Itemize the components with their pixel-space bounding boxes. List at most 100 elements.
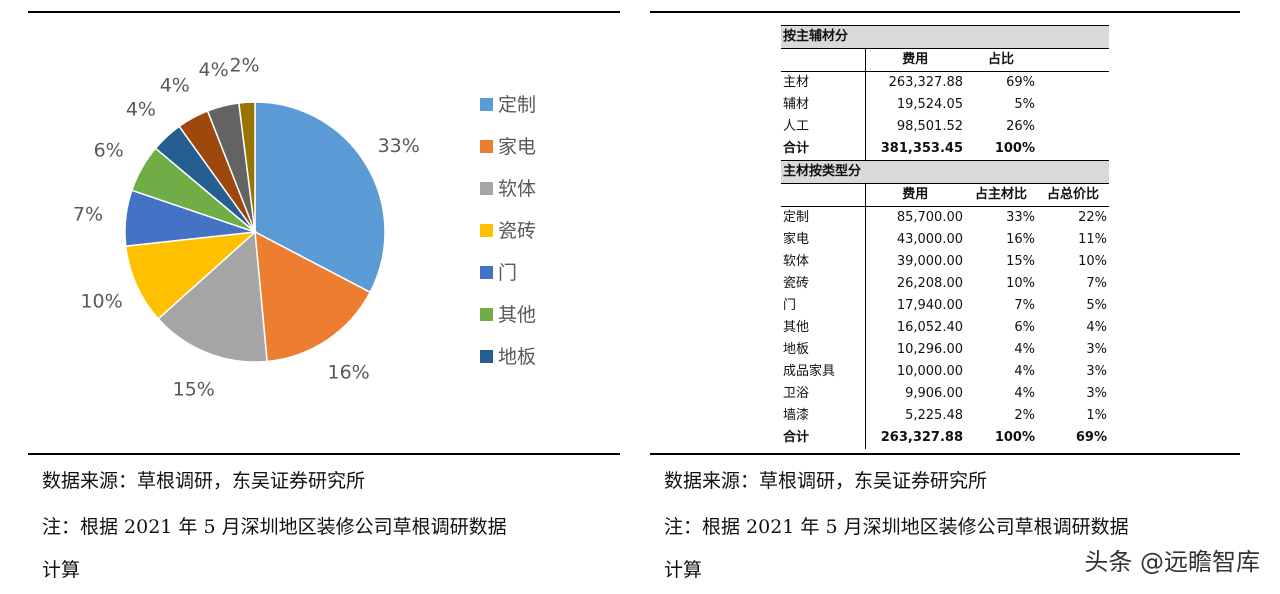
- table-cell: [1037, 138, 1109, 161]
- table-cell: 瓷砖: [781, 273, 866, 295]
- table-cell: 10,296.00: [896, 342, 963, 357]
- table-cell: 11%: [1078, 232, 1108, 247]
- table-section-header: 按主辅材分: [781, 25, 1110, 49]
- table-row: 成品家具 10,000.00 4% 3%: [781, 361, 1109, 383]
- table-cell: 主材: [781, 71, 866, 94]
- pie-slice-定制: [254, 101, 386, 294]
- table-row: 人工 98,501.52 26%: [781, 116, 1109, 138]
- table-cell: 7%: [1086, 276, 1108, 291]
- table-cell: 26,208.00: [896, 276, 963, 291]
- legend-label: 地板: [498, 346, 536, 368]
- table-cell: 4%: [1014, 342, 1035, 357]
- left-note-line1: 注：根据 2021 年 5 月深圳地区装修公司草根调研数据: [42, 516, 507, 538]
- right-top-rule: [650, 11, 1240, 13]
- table-cell: 合计: [781, 138, 866, 161]
- table-row: 辅材 19,524.05 5%: [781, 94, 1109, 116]
- right-bottom-rule: [650, 453, 1240, 455]
- table-cell: 软体: [781, 251, 866, 273]
- table-cell: 4%: [1086, 320, 1108, 335]
- pie-slices: [124, 101, 386, 363]
- legend-swatch: [480, 266, 493, 279]
- right-source-note: 数据来源：草根调研，东吴证券研究所: [664, 470, 988, 492]
- table-cell: 10%: [1006, 276, 1035, 291]
- table-cell: 5%: [1014, 97, 1035, 112]
- table-cell: 69%: [1075, 430, 1108, 445]
- left-bottom-rule: [28, 453, 620, 455]
- column-header: [781, 183, 866, 207]
- legend-swatch: [480, 140, 493, 153]
- pie-data-label: 7%: [73, 204, 103, 226]
- table-cell: 门: [781, 295, 866, 317]
- left-source-note: 数据来源：草根调研，东吴证券研究所: [42, 470, 366, 492]
- table-cell: 98,501.52: [896, 119, 963, 134]
- pie-data-label: 4%: [199, 59, 229, 81]
- table-column-header-row: 费用 占主材比 占总价比: [781, 183, 1110, 207]
- table-row: 卫浴 9,906.00 4% 3%: [781, 383, 1109, 405]
- table-cell: 39,000.00: [896, 254, 963, 269]
- table-cell: [1037, 116, 1109, 138]
- pie-labels: 33%16%15%10%7%6%4%4%4% 2%: [73, 54, 420, 400]
- table-cell: 人工: [781, 116, 866, 138]
- table-cell: 6%: [1014, 320, 1035, 335]
- table-cell: 9,906.00: [905, 386, 963, 401]
- legend-label: 其他: [498, 304, 536, 326]
- pie-slice-软体: [157, 230, 268, 363]
- table-cell: 成品家具: [781, 361, 866, 383]
- table-row: 地板 10,296.00 4% 3%: [781, 339, 1109, 361]
- column-header: 占总价比: [1037, 183, 1110, 207]
- table-cell: 4%: [1014, 386, 1035, 401]
- table-cell: 2%: [1014, 408, 1035, 423]
- table-cell: 墙漆: [781, 405, 866, 427]
- table-row: 门 17,940.00 7% 5%: [781, 295, 1109, 317]
- pie-data-label: 4%: [160, 74, 190, 96]
- table-cell: 定制: [781, 206, 866, 229]
- left-top-rule: [28, 11, 620, 13]
- table-cell: 地板: [781, 339, 866, 361]
- legend-label: 家电: [498, 136, 536, 158]
- table-total-row: 合计 263,327.88 100% 69%: [781, 427, 1109, 449]
- column-header: 占主材比: [965, 183, 1037, 207]
- table-row: 主材 263,327.88 69%: [781, 71, 1109, 95]
- table-row: 墙漆 5,225.48 2% 1%: [781, 405, 1109, 427]
- table-cell: 10%: [1078, 254, 1108, 269]
- cost-table-container: 按主辅材分 费用 占比 主材 263,327.88 69% 辅材 19,524.05 5% 人工 9…: [781, 25, 1110, 449]
- legend-label: 软体: [498, 178, 536, 200]
- pie-data-label: 10%: [80, 290, 122, 312]
- table-cell: 85,700.00: [896, 210, 963, 225]
- table-cell: [1037, 94, 1109, 116]
- table-cell: 卫浴: [781, 383, 866, 405]
- right-note-line1: 注：根据 2021 年 5 月深圳地区装修公司草根调研数据: [664, 516, 1129, 538]
- table-cell: 其他: [781, 317, 866, 339]
- table-cell: 15%: [1006, 254, 1035, 269]
- table-cell: 10,000.00: [896, 364, 963, 379]
- table-cell: 3%: [1086, 386, 1108, 401]
- legend-label: 瓷砖: [498, 220, 536, 242]
- table-cell: 263,327.88: [880, 430, 963, 445]
- cost-table: 按主辅材分 费用 占比 主材 263,327.88 69% 辅材 19,524.05 5% 人工 9…: [781, 25, 1110, 449]
- table-row: 其他 16,052.40 6% 4%: [781, 317, 1109, 339]
- table-cell: 家电: [781, 229, 866, 251]
- table-cell: 5,225.48: [905, 408, 963, 423]
- column-header: [1037, 48, 1110, 72]
- legend-label: 门: [498, 262, 517, 284]
- table-cell: [1037, 72, 1109, 95]
- table-row: 家电 43,000.00 16% 11%: [781, 229, 1109, 251]
- legend-swatch: [480, 182, 493, 195]
- table-cell: 合计: [781, 427, 866, 449]
- table-cell: 4%: [1014, 364, 1035, 379]
- column-header: [781, 48, 866, 72]
- table-row: 瓷砖 26,208.00 10% 7%: [781, 273, 1109, 295]
- table-cell: 100%: [994, 430, 1035, 445]
- table-row: 软体 39,000.00 15% 10%: [781, 251, 1109, 273]
- pie-slice-瓷砖: [124, 231, 258, 320]
- table-cell: 1%: [1086, 408, 1108, 423]
- section-title: 主材按类型分: [781, 160, 1110, 184]
- pie-data-label: 15%: [173, 378, 215, 400]
- table-cell: 19,524.05: [896, 97, 963, 112]
- pie-data-label: 6%: [94, 140, 124, 162]
- table-cell: 5%: [1086, 298, 1108, 313]
- section-title: 按主辅材分: [781, 25, 1110, 49]
- table-cell: 7%: [1014, 298, 1035, 313]
- table-cell: 263,327.88: [888, 75, 963, 90]
